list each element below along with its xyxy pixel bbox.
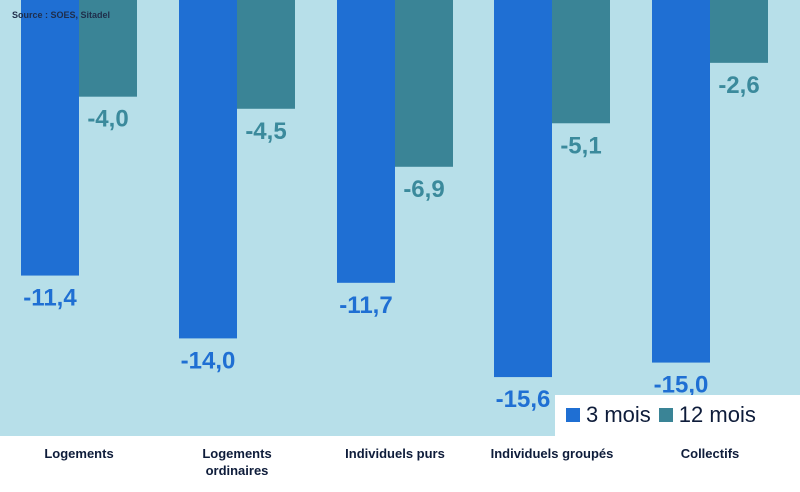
- bar-12m-0: [79, 0, 137, 97]
- source-note: Source : SOES, Sitadel: [12, 10, 111, 20]
- bar-3m-4: [652, 0, 710, 363]
- legend-background: [555, 395, 800, 436]
- data-label-12m-1: -4,5: [245, 118, 286, 145]
- data-label-3m-4: -15,0: [654, 372, 709, 399]
- bar-3m-3: [494, 0, 552, 378]
- bar-12m-4: [710, 0, 768, 63]
- category-label-3: Individuels groupés: [491, 446, 614, 461]
- legend-item-12m: 12 mois: [658, 402, 756, 428]
- legend-label-12m: 12 mois: [678, 402, 756, 427]
- data-label-3m-3: -15,6: [496, 386, 551, 413]
- legend: 3 mois 12 mois: [566, 402, 756, 428]
- data-label-3m-1: -14,0: [181, 347, 236, 374]
- legend-swatch-3m: [566, 408, 580, 422]
- legend-label-3m: 3 mois: [586, 402, 651, 427]
- legend-item-3m: 3 mois: [566, 402, 651, 428]
- bar-12m-2: [395, 0, 453, 167]
- data-label-12m-3: -5,1: [560, 132, 601, 159]
- category-label-0: Logements: [44, 446, 113, 461]
- bar-3m-0: [21, 0, 79, 276]
- bar-12m-3: [552, 0, 610, 124]
- bar-3m-2: [337, 0, 395, 283]
- data-label-3m-2: -11,7: [339, 292, 392, 319]
- category-label-4: Collectifs: [681, 446, 740, 461]
- bar-12m-1: [237, 0, 295, 109]
- legend-swatch-12m: [658, 408, 673, 422]
- data-label-12m-0: -4,0: [87, 106, 128, 133]
- data-label-12m-4: -2,6: [718, 72, 759, 99]
- data-label-3m-0: -11,4: [23, 285, 77, 312]
- category-label-2: Individuels purs: [345, 446, 445, 461]
- data-label-12m-2: -6,9: [403, 176, 444, 203]
- category-label-1: Logements ordinaires: [202, 446, 271, 478]
- bar-3m-1: [179, 0, 237, 339]
